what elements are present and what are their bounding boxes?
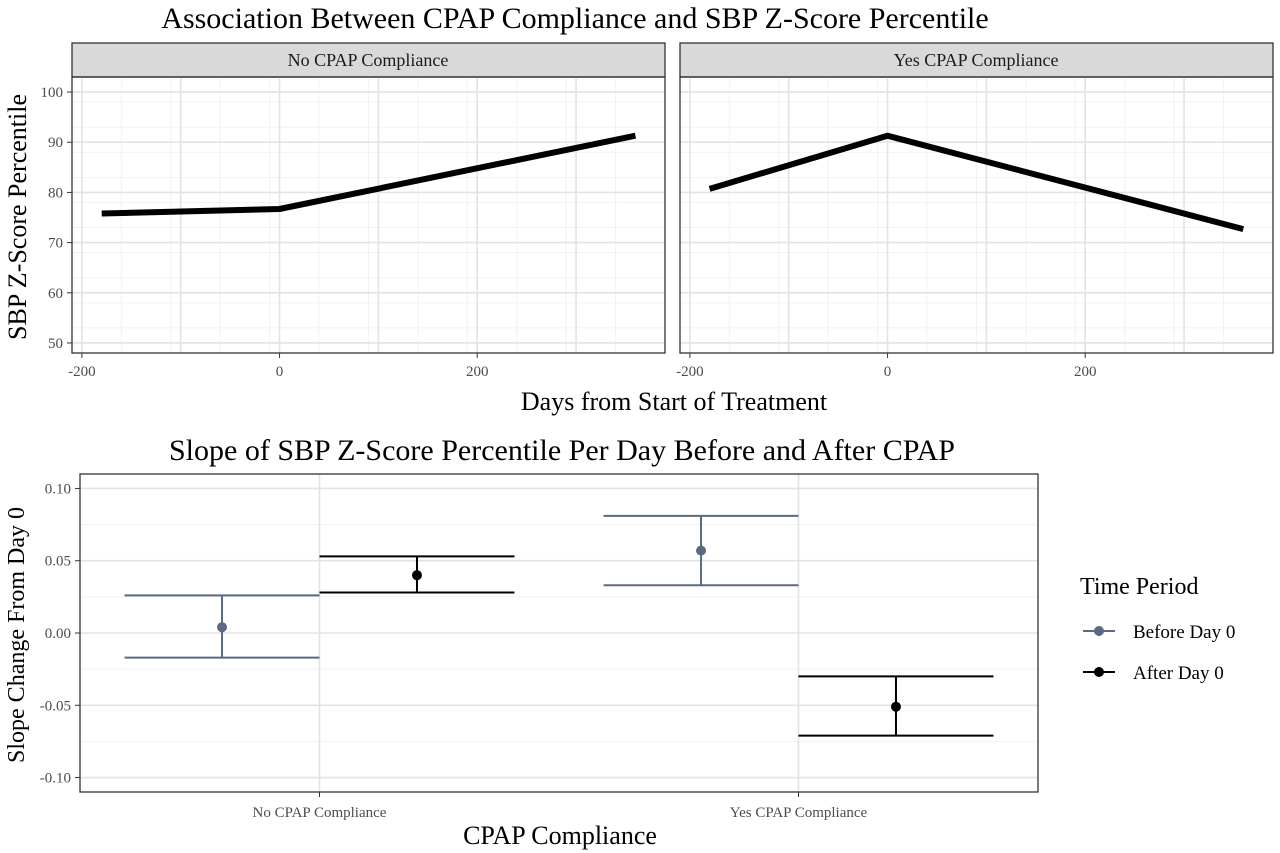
errorbar-after-2 — [798, 675, 994, 737]
bottom-chart-title: Slope of SBP Z-Score Percentile Per Day … — [169, 434, 955, 467]
y-axis-tick-label: 60 — [48, 286, 63, 302]
legend-before-dot — [1094, 626, 1104, 636]
y-axis-tick-label: 50 — [48, 336, 63, 352]
panel-1-series-line — [101, 132, 637, 217]
x-axis-tick-label: -200 — [68, 364, 96, 380]
x-axis-tick-label: 200 — [1074, 364, 1097, 380]
legend-before-label: Before Day 0 — [1133, 622, 1235, 643]
panel-2-strip-label: Yes CPAP Compliance — [894, 50, 1059, 70]
bottom-chart-errorbars — [124, 514, 994, 737]
panel-1-strip — [71, 42, 666, 78]
x-axis-tick-label: -200 — [676, 364, 704, 380]
panel-1-x-axis: -200 0 200 — [68, 353, 488, 380]
panel-1-grid — [72, 76, 665, 354]
errorbar-before-2 — [603, 514, 799, 587]
x-axis-tick-label: 0 — [276, 364, 284, 380]
bottom-chart-x-axis-label: CPAP Compliance — [463, 821, 657, 850]
y-axis-tick-label: 100 — [41, 85, 64, 101]
panel-1-y-axis: 50 60 70 80 90 100 — [41, 85, 72, 352]
x-axis-tick-label: No CPAP Compliance — [253, 805, 387, 821]
x-axis-tick-label: 0 — [884, 364, 892, 380]
panel-2-strip — [679, 42, 1274, 78]
errorbar-point — [411, 570, 422, 581]
y-axis-tick-label: 70 — [48, 236, 63, 252]
y-axis-tick-label: -0.05 — [40, 698, 71, 714]
y-axis-tick-label: -0.10 — [40, 771, 71, 787]
legend-title: Time Period — [1080, 574, 1198, 600]
top-chart-y-axis-label: SBP Z-Score Percentile — [3, 94, 32, 340]
panel-2-x-axis: -200 0 200 — [676, 353, 1096, 380]
bottom-chart-grid — [80, 474, 1038, 792]
errorbar-before-1 — [124, 594, 320, 659]
panel-2-border — [679, 76, 1274, 354]
y-axis-tick-label: 0.10 — [45, 481, 71, 497]
legend-after-label: After Day 0 — [1133, 663, 1224, 684]
panel-2-grid — [680, 76, 1273, 354]
y-axis-tick-label: 80 — [48, 185, 63, 201]
panel-1-border — [71, 76, 666, 354]
top-chart-title: Association Between CPAP Compliance and … — [161, 2, 988, 35]
x-axis-tick-label: 200 — [466, 364, 489, 380]
x-axis-tick-label: Yes CPAP Compliance — [730, 805, 868, 821]
errorbar-point — [890, 701, 901, 712]
panel-2-series-line — [708, 132, 1245, 233]
y-axis-tick-label: 0.05 — [45, 554, 71, 570]
errorbar-after-1 — [319, 555, 515, 594]
errorbar-point — [696, 545, 707, 556]
y-axis-tick-label: 0.00 — [45, 626, 71, 642]
panel-1-strip-label: No CPAP Compliance — [288, 50, 449, 70]
legend: Time Period Before Day 0 After Day 0 — [1080, 574, 1235, 684]
y-axis-tick-label: 90 — [48, 135, 63, 151]
bottom-chart-y-axis: -0.10 -0.05 0.00 0.05 0.10 — [40, 481, 80, 787]
legend-after-dot — [1094, 667, 1104, 677]
legend-item-after: After Day 0 — [1083, 663, 1224, 684]
legend-item-before: Before Day 0 — [1083, 622, 1235, 643]
bottom-chart-x-axis: No CPAP Compliance Yes CPAP Compliance — [253, 792, 868, 821]
bottom-chart-y-axis-label: Slope Change From Day 0 — [4, 507, 30, 763]
top-chart-x-axis-label: Days from Start of Treatment — [521, 387, 828, 416]
errorbar-point — [217, 622, 228, 633]
